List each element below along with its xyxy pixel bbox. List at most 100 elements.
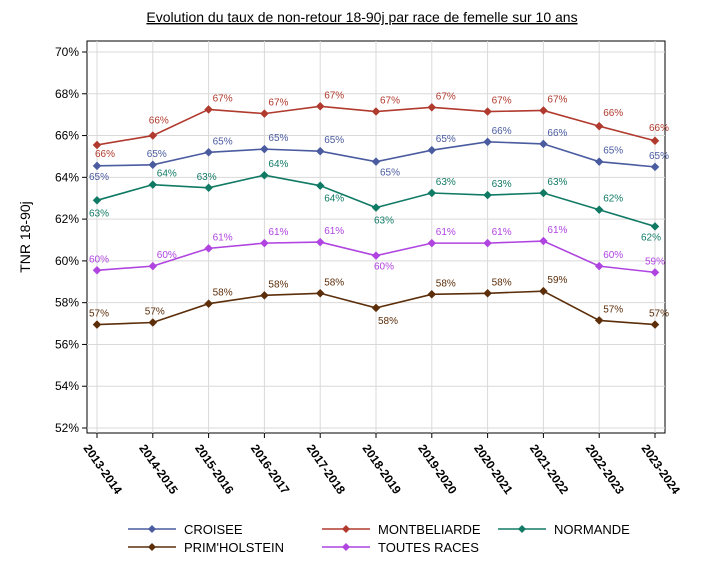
data-label: 57%	[145, 307, 165, 318]
data-point	[315, 146, 325, 156]
data-point	[260, 170, 269, 180]
y-tick-label: 70%	[55, 45, 79, 59]
x-tick-label: 2022-2023	[583, 442, 628, 497]
data-point	[483, 190, 492, 200]
data-label: 67%	[547, 94, 567, 105]
data-point	[539, 139, 548, 149]
data-label: 63%	[374, 216, 394, 227]
legend-item-croisee: CROISEE	[128, 522, 243, 537]
data-label: 59%	[645, 256, 665, 267]
data-point	[92, 195, 102, 205]
data-point	[483, 137, 492, 147]
legend-item-toutes-races: TOUTES RACES	[322, 540, 479, 555]
data-point	[483, 107, 492, 116]
x-tick-label: 2016-2017	[248, 442, 293, 497]
data-point	[650, 136, 660, 146]
data-point	[650, 162, 660, 172]
data-point	[148, 180, 158, 189]
data-point	[148, 160, 158, 170]
series-montbeliarde: 66% 66% 67% 67% 67% 67% 67% 67% 67% 66% 66%	[92, 90, 669, 160]
legend-label: PRIM'HOLSTEIN	[184, 540, 284, 555]
data-point	[204, 244, 213, 253]
chart-title: Evolution du taux de non-retour 18-90j p…	[146, 9, 577, 25]
data-label: 57%	[649, 309, 669, 320]
legend-item-normande: NORMANDE	[498, 522, 630, 537]
x-tick-label: 2021-2022	[527, 442, 572, 497]
data-label: 65%	[380, 168, 400, 179]
data-label: 67%	[492, 96, 512, 107]
data-label: 60%	[374, 262, 394, 273]
data-label: 62%	[641, 232, 661, 243]
data-label: 61%	[436, 227, 456, 238]
data-point	[260, 238, 269, 248]
data-label: 67%	[213, 93, 233, 104]
data-point	[483, 288, 492, 298]
data-label: 67%	[436, 91, 456, 102]
legend-item-montbeliarde: MONTBELIARDE	[322, 522, 481, 537]
data-label: 66%	[603, 108, 623, 119]
legend-label: CROISEE	[184, 522, 243, 537]
data-point	[315, 101, 325, 111]
data-label: 58%	[268, 279, 288, 290]
data-label: 63%	[197, 172, 217, 183]
x-tick-label: 2014-2015	[136, 442, 181, 497]
data-label: 67%	[324, 90, 344, 101]
data-label: 58%	[213, 288, 233, 299]
x-axis: 2013-2014 2014-2015 2015-2016 2016-2017 2017…	[81, 433, 683, 497]
y-tick-label: 60%	[55, 254, 79, 268]
data-point	[371, 107, 381, 116]
data-point	[427, 188, 437, 198]
y-axis: 52% 54% 56% 58% 60% 62% 64% 66% 68% 70%	[55, 45, 87, 435]
data-point	[371, 203, 381, 212]
data-point	[204, 299, 213, 309]
data-label: 61%	[547, 225, 567, 236]
data-label: 59%	[547, 275, 567, 286]
y-tick-label: 52%	[55, 421, 79, 435]
data-point	[427, 103, 437, 112]
data-point	[148, 261, 158, 271]
data-label: 57%	[603, 304, 623, 315]
series-layer: 65%65%65% 65% 65%65%65%66% 66%65% 65%66%66%6…	[89, 90, 669, 329]
data-label: 63%	[547, 177, 567, 188]
x-tick-label: 2015-2016	[192, 442, 237, 497]
legend-marker	[148, 525, 156, 533]
data-point	[539, 236, 548, 246]
data-point	[483, 238, 492, 248]
data-label: 62%	[603, 194, 623, 205]
data-point	[427, 289, 437, 299]
data-label: 64%	[268, 159, 288, 170]
data-point	[260, 291, 269, 300]
legend-label: TOUTES RACES	[378, 540, 479, 555]
legend-label: MONTBELIARDE	[378, 522, 481, 537]
series-normande: 63% 64% 63% 64% 64% 63% 63% 63% 63% 62% 62%	[89, 159, 661, 243]
data-point	[371, 303, 381, 313]
data-label: 66%	[547, 128, 567, 139]
y-tick-label: 66%	[55, 129, 79, 143]
legend-label: NORMANDE	[554, 522, 630, 537]
x-tick-label: 2019-2020	[415, 442, 460, 497]
x-tick-label: 2013-2014	[81, 442, 126, 497]
data-point	[315, 288, 325, 298]
y-tick-label: 62%	[55, 212, 79, 226]
data-label: 60%	[157, 250, 177, 261]
series-prim-holstein: 57% 57% 58% 58% 58% 58% 58% 58% 59% 57% 57%	[89, 275, 669, 329]
data-label: 58%	[436, 278, 456, 289]
data-point	[92, 140, 102, 150]
data-label: 58%	[492, 277, 512, 288]
legend-marker	[342, 543, 350, 551]
data-point	[594, 205, 604, 215]
x-tick-label: 2017-2018	[304, 442, 349, 497]
y-tick-label: 68%	[55, 87, 79, 101]
data-point	[92, 265, 102, 275]
data-label: 65%	[89, 172, 109, 183]
y-tick-label: 54%	[55, 379, 79, 393]
data-point	[260, 109, 269, 118]
x-tick-label: 2018-2019	[360, 442, 405, 497]
data-point	[204, 105, 213, 114]
data-point	[594, 316, 604, 325]
data-label: 65%	[147, 149, 167, 160]
data-point	[594, 157, 604, 167]
data-label: 65%	[649, 151, 669, 162]
data-point	[315, 181, 325, 191]
